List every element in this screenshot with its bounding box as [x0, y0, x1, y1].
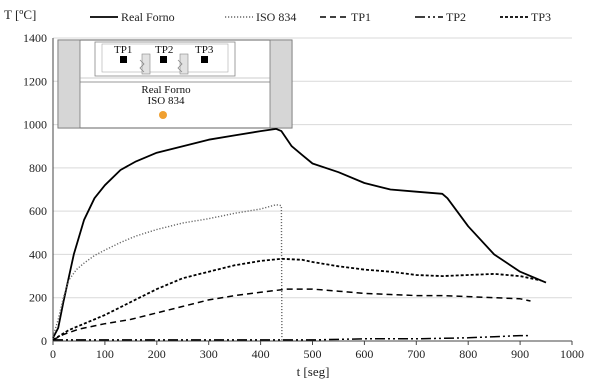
inset-label-tp1: TP1 — [114, 44, 132, 56]
inset-diagram: TP1 TP2 TP3 Real Forno ISO 834 — [57, 39, 293, 129]
inset-label-tp2: TP2 — [155, 44, 173, 56]
x-tick-label: 400 — [252, 347, 270, 361]
x-axis-title: t [seg] — [297, 364, 330, 379]
tp3-marker — [201, 56, 208, 63]
legend-label: Real Forno — [121, 10, 175, 24]
x-tick-label: 500 — [304, 347, 322, 361]
x-tick-label: 600 — [355, 347, 373, 361]
legend: Real Forno ISO 834 TP1 TP2 TP3 — [90, 10, 551, 24]
series-line-tp2 — [53, 334, 531, 341]
y-tick-label: 0 — [41, 334, 47, 348]
y-tick-label: 400 — [29, 247, 47, 261]
x-tick-label: 100 — [96, 347, 114, 361]
legend-label: ISO 834 — [256, 10, 296, 24]
y-tick-labels: 0 200 400 600 800 1000 1200 1400 — [23, 31, 47, 348]
x-tick-label: 300 — [200, 347, 218, 361]
series-line-tp3 — [52, 257, 542, 341]
tp1-marker — [120, 56, 127, 63]
series-line-iso-834 — [52, 204, 283, 340]
x-tick-label: 0 — [50, 347, 56, 361]
x-tick-label: 700 — [407, 347, 425, 361]
inset-caption-real-forno: Real Forno — [141, 84, 191, 96]
series-line-tp1 — [52, 288, 531, 341]
y-tick-label: 200 — [29, 291, 47, 305]
tp2-marker — [160, 56, 167, 63]
inset-label-tp3: TP3 — [195, 44, 214, 56]
flame-icon — [159, 111, 167, 119]
y-tick-label: 1000 — [23, 118, 47, 132]
x-tick-label: 200 — [148, 347, 166, 361]
x-tick-label: 1000 — [560, 347, 584, 361]
legend-label: TP1 — [351, 10, 371, 24]
y-tick-label: 1200 — [23, 74, 47, 88]
x-tick-labels: 0 100 200 300 400 500 600 700 800 900 1000 — [50, 341, 584, 361]
inset-caption-iso: ISO 834 — [148, 95, 185, 107]
x-tick-label: 800 — [459, 347, 477, 361]
series-group — [52, 128, 547, 341]
series-line-real-forno — [52, 128, 547, 339]
x-tick-label: 900 — [511, 347, 529, 361]
y-tick-label: 600 — [29, 204, 47, 218]
legend-label: TP2 — [446, 10, 466, 24]
y-tick-label: 800 — [29, 161, 47, 175]
legend-label: TP3 — [531, 10, 551, 24]
y-tick-label: 1400 — [23, 31, 47, 45]
y-axis-title: T [ºC] — [4, 7, 36, 22]
